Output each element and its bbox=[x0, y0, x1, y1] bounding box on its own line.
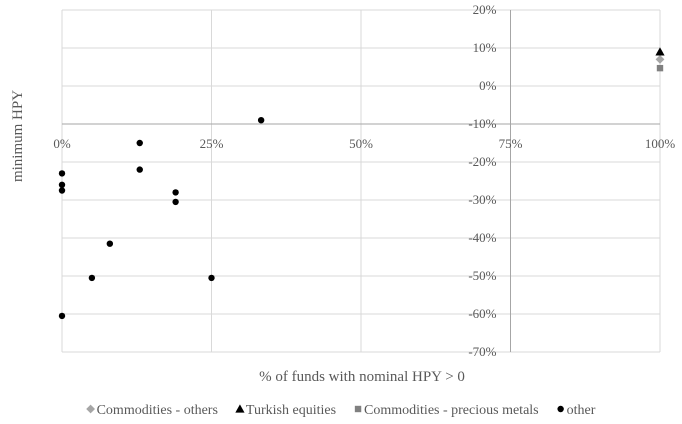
point-other bbox=[257, 117, 265, 124]
y-axis-title: minimum HPY bbox=[10, 90, 26, 182]
point-other bbox=[58, 187, 66, 194]
x-tick-label: 25% bbox=[200, 136, 224, 151]
data-points bbox=[58, 47, 665, 320]
legend-item: Turkish equities bbox=[235, 403, 336, 418]
legend-marker bbox=[557, 405, 564, 413]
point-other bbox=[106, 240, 114, 247]
legend-marker bbox=[235, 404, 245, 413]
x-tick-label: 0% bbox=[53, 136, 71, 151]
y-tick-label: -70% bbox=[468, 344, 496, 359]
point-other bbox=[88, 274, 96, 282]
point-other bbox=[172, 189, 179, 196]
axes bbox=[62, 10, 660, 352]
legend-item: Commodities - others bbox=[86, 403, 218, 418]
point-commodities-precious-metals bbox=[656, 64, 664, 72]
point-other bbox=[58, 170, 66, 177]
x-tick-labels: 0% 25% 50% 75% 100% bbox=[53, 136, 675, 151]
legend-label: Turkish equities bbox=[246, 403, 336, 418]
point-other bbox=[58, 312, 66, 320]
point-other bbox=[136, 139, 143, 147]
point-commodities-others bbox=[655, 55, 665, 64]
legend-item: other bbox=[557, 403, 596, 418]
y-tick-label: 10% bbox=[473, 40, 497, 55]
y-tick-label: -20% bbox=[468, 154, 496, 169]
y-tick-label: -40% bbox=[468, 230, 496, 245]
gridlines bbox=[61, 9, 661, 353]
point-other bbox=[136, 166, 143, 173]
y-tick-label: -10% bbox=[468, 116, 496, 131]
legend-label: other bbox=[567, 403, 596, 418]
point-turkish-equities bbox=[655, 47, 665, 56]
y-tick-label: -60% bbox=[468, 306, 496, 321]
legend-marker bbox=[354, 405, 362, 413]
x-tick-label: 100% bbox=[645, 136, 676, 151]
x-tick-label: 75% bbox=[499, 136, 523, 151]
point-other bbox=[208, 274, 215, 282]
legend: Commodities - others Turkish equities Comm… bbox=[86, 403, 596, 418]
x-tick-label: 50% bbox=[349, 136, 373, 151]
legend-label: Commodities - others bbox=[97, 403, 218, 418]
legend-label: Commodities - precious metals bbox=[364, 403, 539, 418]
y-tick-label: 0% bbox=[479, 78, 497, 93]
legend-item: Commodities - precious metals bbox=[354, 403, 539, 418]
y-tick-label: -50% bbox=[468, 268, 496, 283]
x-axis-title: % of funds with nominal HPY > 0 bbox=[259, 369, 465, 385]
y-tick-label: 20% bbox=[473, 2, 497, 17]
point-other bbox=[58, 181, 66, 188]
point-other bbox=[172, 198, 179, 206]
y-tick-label: -30% bbox=[468, 192, 496, 207]
y-tick-labels: 20% 10% 0% -10% -20% -30% -40% -50% -60% -70% bbox=[468, 2, 496, 359]
legend-marker bbox=[86, 404, 96, 414]
